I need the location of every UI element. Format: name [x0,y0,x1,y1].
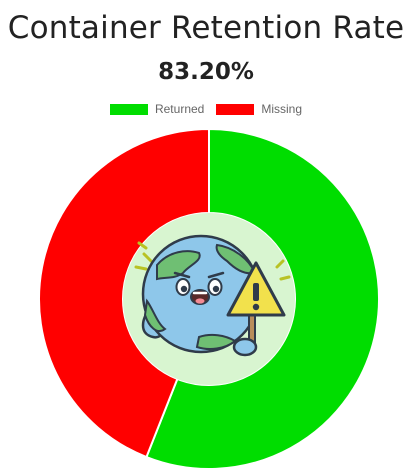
legend-label-returned: Returned [154,102,205,116]
legend-item-returned[interactable]: Returned [109,102,205,116]
chart-title: Container Retention Rate [7,10,405,46]
retention-rate: 83.20% [158,59,254,85]
worried-earth-icon [134,234,291,357]
legend-item-missing[interactable]: Missing [216,102,302,116]
legend-swatch-missing [216,103,255,115]
chart-legend: Returned Missing [0,102,412,116]
legend-label-missing: Missing [261,102,303,116]
legend-swatch-returned [109,103,148,115]
